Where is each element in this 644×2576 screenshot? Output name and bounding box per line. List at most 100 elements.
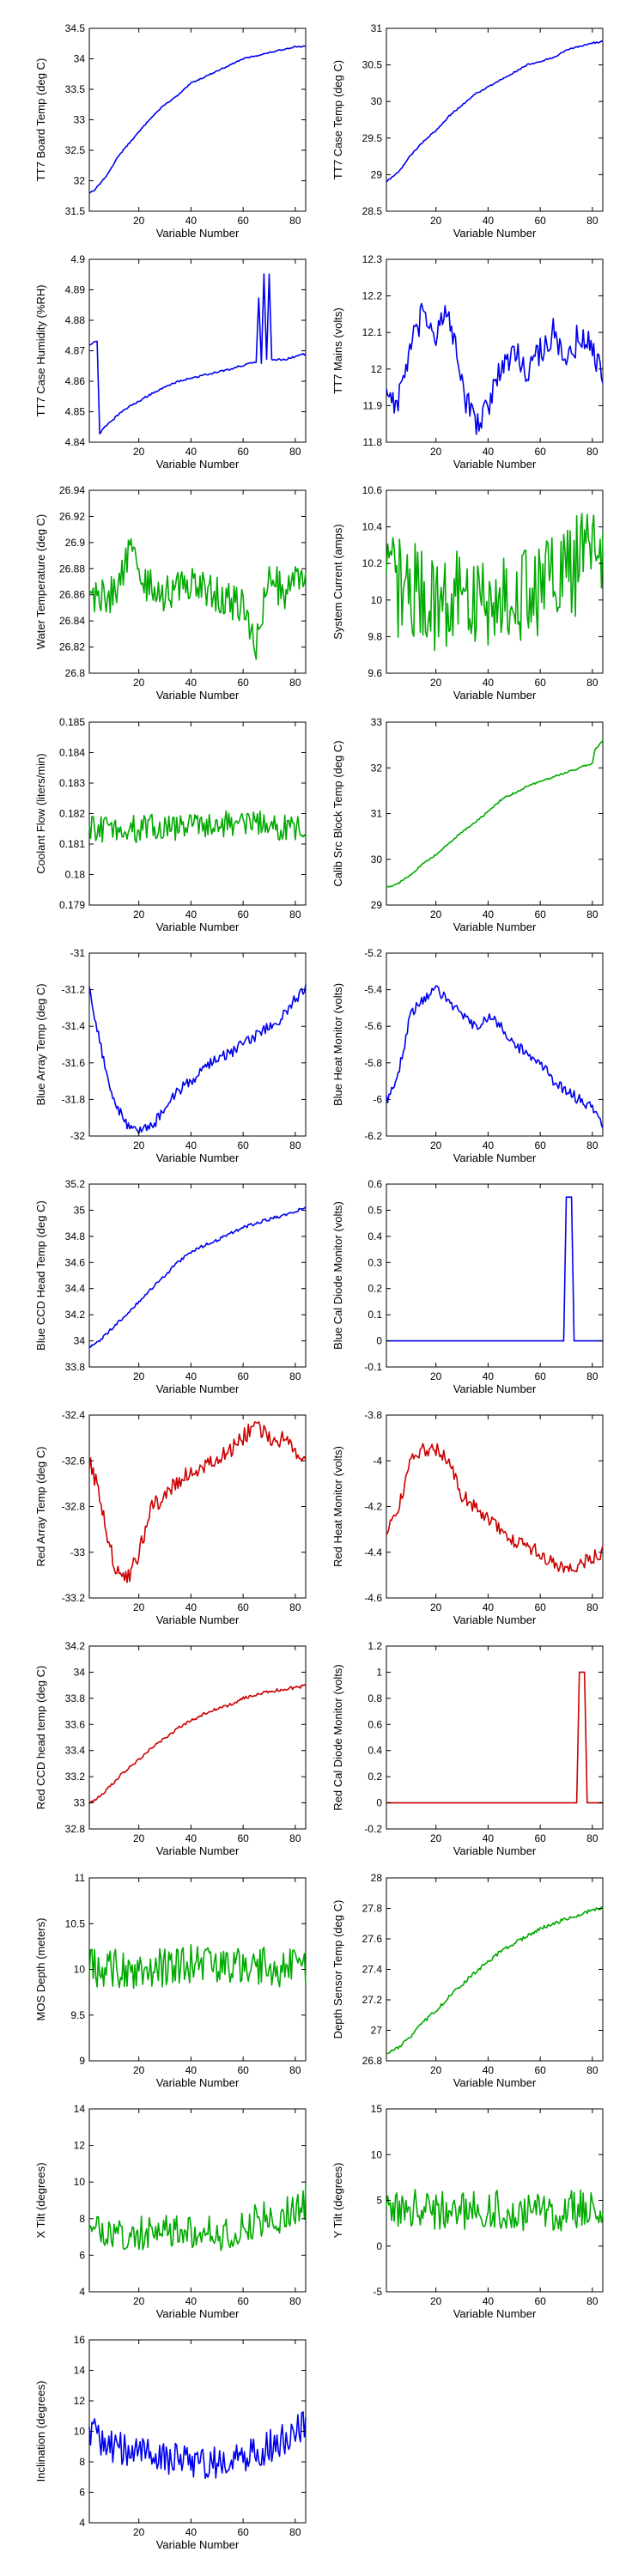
chart-panel: 11.8 11.9 12 12.1 12.2 12.3 20 40 60 80 Variable N… [331,253,604,471]
x-axis-label: Variable Number [453,1382,537,1395]
x-tick-label: 40 [483,446,495,458]
y-tick-label: 6 [79,2487,85,2499]
chart-panel: 4 6 8 10 12 14 20 40 60 80 Variable Number X Tilt (… [34,2103,307,2320]
x-axis-label: Variable Number [453,1151,537,1164]
x-tick-label: 40 [185,1832,197,1844]
x-tick-label: 40 [483,215,495,227]
x-tick-label: 20 [133,446,145,458]
chart-panel: 28.5 29 29.5 30 30.5 31 20 40 60 80 Variable Numbe… [331,22,604,240]
y-axis-label: Blue Cal Diode Monitor (volts) [331,1201,344,1350]
x-tick-label: 80 [289,908,301,920]
x-tick-label: 40 [185,1139,197,1151]
x-tick-label: 60 [237,908,249,920]
y-axis-label: Blue Heat Monitor (volts) [331,983,344,1106]
y-tick-label: 0.183 [59,777,85,789]
series-line [88,1421,307,1583]
x-tick-label: 80 [586,2064,598,2076]
x-tick-label: 20 [430,677,442,689]
x-tick-label: 20 [430,908,442,920]
y-tick-label: -0.2 [364,1823,382,1835]
series-line [386,1906,604,2055]
x-tick-label: 60 [237,1832,249,1844]
x-tick-label: 40 [483,1139,495,1151]
x-tick-label: 80 [586,2295,598,2307]
y-tick-label: 29 [371,899,383,911]
y-tick-label: -6.2 [364,1130,382,1142]
plot-frame [88,489,307,674]
x-tick-label: 20 [133,908,145,920]
x-tick-label: 80 [586,677,598,689]
chart-panel: 4 6 8 10 12 14 16 20 40 60 80 Variable Number Inclin… [34,2334,307,2551]
x-tick-label: 40 [185,2295,197,2307]
y-tick-label: 9.5 [70,2009,85,2021]
y-tick-label: 34 [74,1666,86,1678]
x-tick-label: 20 [430,1601,442,1613]
y-tick-label: 34.6 [65,1256,86,1268]
y-axis-label: Coolant Flow (liters/min) [34,753,47,873]
y-tick-label: 10 [371,2148,383,2160]
series-line [386,1671,603,1804]
y-tick-label: 33.5 [65,83,86,95]
chart-panel: 9.6 9.8 10 10.2 10.4 10.6 20 40 60 80 Variable Num… [331,484,604,702]
y-axis-label: Y Tilt (degrees) [331,2163,344,2239]
chart-panel: 32.8 33 33.2 33.4 33.6 33.8 34 34.2 20 40 60 80 Vari… [34,1640,307,1857]
y-tick-label: 27.2 [362,1994,383,2006]
y-tick-label: -4.6 [364,1592,382,1604]
y-tick-label: 0.6 [368,1178,382,1190]
x-tick-label: 40 [483,908,495,920]
series-line [88,2185,307,2251]
chart-panel: 9 9.5 10 10.5 11 20 40 60 80 Variable Number MOS D… [34,1872,307,2089]
plot-frame [88,721,307,906]
x-tick-label: 60 [534,1832,546,1844]
y-tick-label: 34.5 [65,22,86,34]
y-axis-label: MOS Depth (meters) [34,1918,47,2021]
y-tick-label: -31.4 [62,1020,86,1032]
series-line [88,1206,307,1348]
y-tick-label: 10 [74,2426,86,2438]
x-tick-label: 20 [133,2526,145,2538]
y-tick-label: 16 [74,2334,86,2346]
y-tick-label: 26.84 [59,615,85,627]
series-line [88,2411,307,2480]
x-tick-label: 60 [534,908,546,920]
y-tick-label: -32.4 [62,1409,86,1421]
y-tick-label: -31 [70,947,86,959]
y-tick-label: 0.2 [368,1771,382,1783]
y-tick-label: 12.2 [362,290,383,302]
y-tick-label: 27.8 [362,1903,383,1915]
y-tick-label: 0.182 [59,808,85,820]
plot-frame [88,2339,307,2524]
y-tick-label: -5.6 [364,1020,382,1032]
y-tick-label: 35 [74,1204,86,1216]
x-tick-label: 40 [185,2064,197,2076]
y-tick-label: -5 [373,2286,382,2298]
x-axis-label: Variable Number [156,2076,240,2089]
y-tick-label: -33.2 [62,1592,86,1604]
y-tick-label: 31 [371,22,383,34]
y-tick-label: 0.4 [368,1745,382,1757]
y-tick-label: 4.86 [65,375,86,387]
series-line [88,45,307,194]
plot-frame [88,258,307,443]
y-tick-label: 10 [74,1964,86,1976]
y-tick-label: 0.5 [368,1204,382,1216]
y-tick-label: 34 [74,53,86,65]
chart-panel: -6.2 -6 -5.8 -5.6 -5.4 -5.2 20 40 60 80 Variable N… [331,947,604,1164]
y-tick-label: -31.6 [62,1057,86,1069]
y-tick-label: -32 [70,1130,86,1142]
x-axis-label: Variable Number [156,227,240,240]
y-tick-label: 1.2 [368,1640,382,1652]
y-tick-label: 9.8 [368,630,382,642]
y-tick-label: 10 [74,2176,86,2188]
plot-frame [386,952,604,1137]
y-tick-label: 4.87 [65,345,86,357]
y-tick-label: -3.8 [364,1409,382,1421]
y-tick-label: 0 [376,1797,382,1809]
x-tick-label: 60 [237,1601,249,1613]
x-axis-label: Variable Number [156,2538,240,2551]
x-tick-label: 80 [586,1601,598,1613]
x-axis-label: Variable Number [453,458,537,471]
y-tick-label: 12 [74,2395,86,2407]
y-tick-label: 11.8 [363,436,383,448]
y-axis-label: Water Temperature (deg C) [34,514,47,650]
